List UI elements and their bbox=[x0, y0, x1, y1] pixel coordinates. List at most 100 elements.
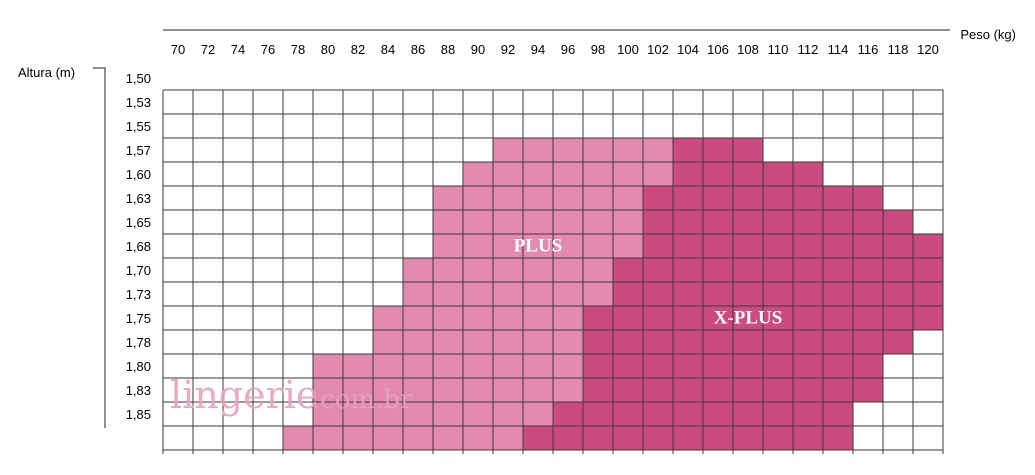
y-tick-label: 1,73 bbox=[126, 287, 151, 302]
cell-plus-88-1_85 bbox=[433, 426, 463, 450]
cell-plus-90-1_60 bbox=[463, 186, 493, 210]
cell-plus-80-1_83 bbox=[313, 402, 343, 426]
x-tick-label: 98 bbox=[591, 42, 605, 57]
watermark: lingerie .com.br bbox=[170, 373, 413, 417]
cell-plus-98-1_57 bbox=[583, 162, 613, 186]
cell-x-plus-102-1_68 bbox=[643, 258, 673, 282]
cell-x-plus-98-1_78 bbox=[583, 354, 613, 378]
x-tick-label: 94 bbox=[531, 42, 545, 57]
cell-plus-94-1_57 bbox=[523, 162, 553, 186]
cell-plus-96-1_73 bbox=[553, 306, 583, 330]
y-axis-label: Altura (m) bbox=[18, 65, 75, 80]
cell-x-plus-116-1_68 bbox=[853, 258, 883, 282]
cell-plus-80-1_80 bbox=[313, 378, 343, 402]
cell-x-plus-96-1_83 bbox=[553, 402, 583, 426]
cell-x-plus-118-1_70 bbox=[883, 282, 913, 306]
cell-plus-88-1_60 bbox=[433, 186, 463, 210]
y-tick-label: 1,53 bbox=[126, 95, 151, 110]
y-tick-label: 1,68 bbox=[126, 239, 151, 254]
cell-plus-92-1_68 bbox=[493, 258, 523, 282]
cell-x-plus-104-1_60 bbox=[673, 186, 703, 210]
cell-plus-96-1_55 bbox=[553, 138, 583, 162]
cell-x-plus-98-1_75 bbox=[583, 330, 613, 354]
cell-x-plus-108-1_73 bbox=[733, 306, 763, 330]
cell-x-plus-112-1_57 bbox=[793, 162, 823, 186]
cell-plus-88-1_80 bbox=[433, 378, 463, 402]
cell-plus-90-1_73 bbox=[463, 306, 493, 330]
cell-x-plus-94-1_85 bbox=[523, 426, 553, 450]
y-axis-bracket bbox=[93, 67, 106, 428]
cell-x-plus-104-1_80 bbox=[673, 378, 703, 402]
cell-x-plus-102-1_73 bbox=[643, 306, 673, 330]
cell-x-plus-102-1_80 bbox=[643, 378, 673, 402]
x-tick-label: 100 bbox=[617, 42, 639, 57]
cell-x-plus-106-1_57 bbox=[703, 162, 733, 186]
cell-plus-92-1_63 bbox=[493, 210, 523, 234]
cell-plus-98-1_60 bbox=[583, 186, 613, 210]
cell-x-plus-118-1_63 bbox=[883, 210, 913, 234]
y-tick-label: 1,85 bbox=[126, 407, 151, 422]
cell-plus-92-1_78 bbox=[493, 354, 523, 378]
cell-plus-88-1_70 bbox=[433, 282, 463, 306]
cell-plus-84-1_80 bbox=[373, 378, 403, 402]
cell-x-plus-114-1_83 bbox=[823, 402, 853, 426]
cell-x-plus-100-1_73 bbox=[613, 306, 643, 330]
cell-x-plus-108-1_57 bbox=[733, 162, 763, 186]
cell-x-plus-112-1_83 bbox=[793, 402, 823, 426]
x-tick-label: 82 bbox=[351, 42, 365, 57]
cell-x-plus-100-1_83 bbox=[613, 402, 643, 426]
cell-x-plus-108-1_60 bbox=[733, 186, 763, 210]
cell-x-plus-120-1_65 bbox=[913, 234, 943, 258]
cell-x-plus-108-1_78 bbox=[733, 354, 763, 378]
cell-x-plus-110-1_73 bbox=[763, 306, 793, 330]
cell-x-plus-108-1_83 bbox=[733, 402, 763, 426]
x-tick-label: 118 bbox=[888, 42, 909, 57]
cell-x-plus-102-1_83 bbox=[643, 402, 673, 426]
x-tick-label: 84 bbox=[381, 42, 395, 57]
cells-layer bbox=[283, 138, 943, 450]
cell-x-plus-104-1_63 bbox=[673, 210, 703, 234]
cell-plus-84-1_85 bbox=[373, 426, 403, 450]
cell-x-plus-106-1_55 bbox=[703, 138, 733, 162]
cell-plus-94-1_73 bbox=[523, 306, 553, 330]
cell-plus-92-1_60 bbox=[493, 186, 523, 210]
cell-plus-100-1_55 bbox=[613, 138, 643, 162]
x-tick-label: 86 bbox=[411, 42, 425, 57]
zone-label-x-plus: X-PLUS bbox=[714, 307, 783, 328]
cell-plus-96-1_70 bbox=[553, 282, 583, 306]
y-tick-label: 1,75 bbox=[126, 311, 151, 326]
cell-plus-92-1_65 bbox=[493, 234, 523, 258]
cell-x-plus-112-1_78 bbox=[793, 354, 823, 378]
cell-plus-86-1_80 bbox=[403, 378, 433, 402]
x-tick-label: 80 bbox=[321, 42, 335, 57]
cell-x-plus-100-1_70 bbox=[613, 282, 643, 306]
cell-plus-102-1_57 bbox=[643, 162, 673, 186]
cell-plus-88-1_83 bbox=[433, 402, 463, 426]
cell-x-plus-110-1_57 bbox=[763, 162, 793, 186]
cell-x-plus-106-1_63 bbox=[703, 210, 733, 234]
cell-x-plus-102-1_75 bbox=[643, 330, 673, 354]
x-tick-label: 120 bbox=[917, 42, 939, 57]
cell-plus-98-1_68 bbox=[583, 258, 613, 282]
cell-plus-90-1_78 bbox=[463, 354, 493, 378]
cell-plus-88-1_78 bbox=[433, 354, 463, 378]
cell-x-plus-110-1_70 bbox=[763, 282, 793, 306]
cell-x-plus-106-1_80 bbox=[703, 378, 733, 402]
cell-x-plus-112-1_68 bbox=[793, 258, 823, 282]
x-tick-label: 90 bbox=[471, 42, 485, 57]
cell-plus-84-1_78 bbox=[373, 354, 403, 378]
cell-x-plus-118-1_68 bbox=[883, 258, 913, 282]
cell-x-plus-114-1_73 bbox=[823, 306, 853, 330]
cell-plus-100-1_65 bbox=[613, 234, 643, 258]
cell-x-plus-114-1_78 bbox=[823, 354, 853, 378]
cell-x-plus-112-1_63 bbox=[793, 210, 823, 234]
cell-x-plus-110-1_83 bbox=[763, 402, 793, 426]
cell-plus-90-1_85 bbox=[463, 426, 493, 450]
cell-x-plus-102-1_65 bbox=[643, 234, 673, 258]
cell-x-plus-112-1_80 bbox=[793, 378, 823, 402]
x-tick-label: 112 bbox=[798, 42, 819, 57]
cell-plus-94-1_80 bbox=[523, 378, 553, 402]
cell-x-plus-104-1_73 bbox=[673, 306, 703, 330]
cell-plus-92-1_85 bbox=[493, 426, 523, 450]
